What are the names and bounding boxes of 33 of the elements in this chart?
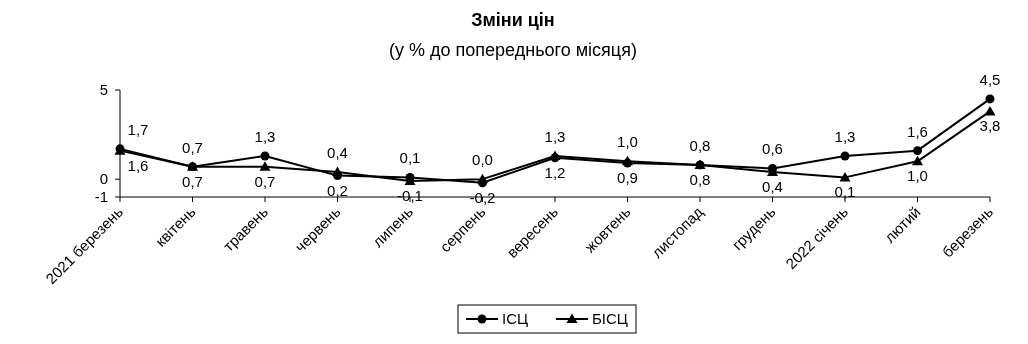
data-label: 1,3 [254,127,276,145]
data-label: 0,7 [254,172,276,190]
data-label: 1,0 [617,133,638,151]
chart-subtitle: (у % до попереднього місяця) [389,40,637,60]
data-label: 0,2 [327,181,348,199]
legend-label: ІСЦ [502,310,529,328]
data-label: 0,7 [182,172,203,190]
data-label: 1,2 [544,163,566,181]
data-label: 1,7 [127,120,149,138]
y-tick-label: 0 [99,170,108,188]
data-label: 0,8 [689,136,711,154]
data-label: 0,1 [834,183,856,201]
data-label: 0,4 [327,144,348,162]
data-label: 0,9 [617,169,638,187]
data-label: 0,0 [472,151,493,169]
legend-label: БІСЦ [592,310,628,328]
data-label: 0,4 [762,178,783,196]
data-label: 3,8 [979,117,1001,135]
chart-title: Зміни цін [471,10,555,30]
data-label: 1,0 [907,167,928,185]
data-label: 1,6 [907,122,928,140]
data-label: 0,1 [399,149,421,167]
data-label: -0,2 [469,188,496,206]
data-label: 4,5 [979,70,1001,88]
data-label: -0,1 [397,186,423,204]
data-label: 0,6 [762,140,783,158]
data-label: 1,6 [127,156,149,174]
data-label: 1,3 [544,127,566,145]
data-label: 0,8 [689,170,711,188]
data-label: 1,3 [834,127,856,145]
y-tick-label: -1 [94,188,108,206]
data-label: 0,7 [182,138,203,156]
y-tick-label: 5 [99,81,108,99]
